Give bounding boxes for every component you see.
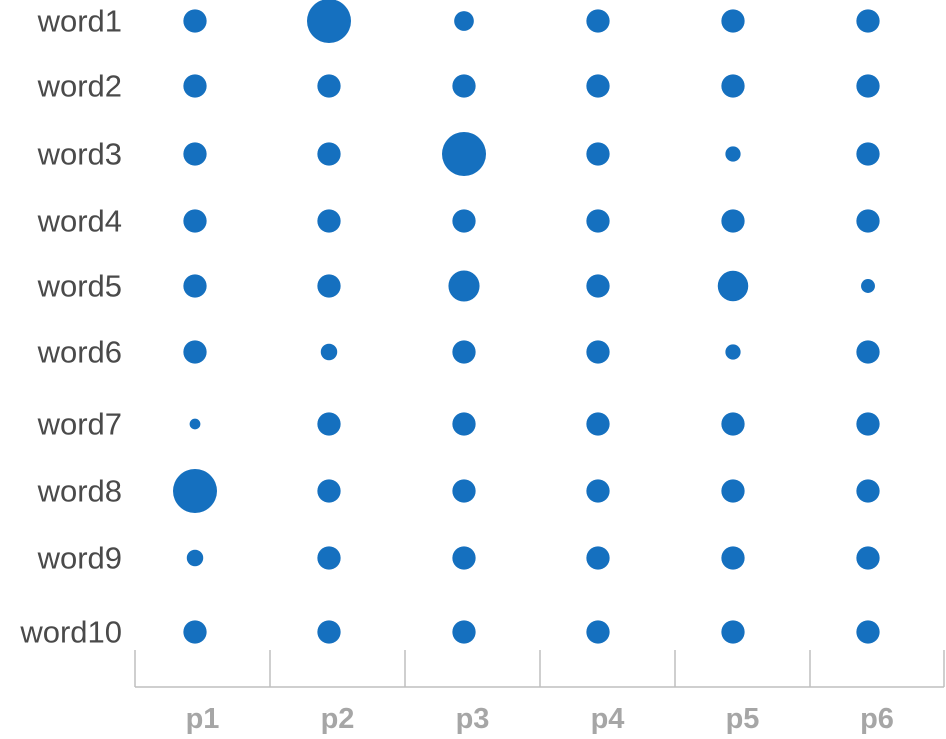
row-label-word9: word9 <box>37 541 122 576</box>
bubble-word4-p2 <box>317 209 341 233</box>
bubble-word10-p4 <box>586 620 610 644</box>
bubble-word2-p5 <box>721 74 745 98</box>
bubble-word3-p5 <box>725 146 741 162</box>
bubble-word7-p1 <box>189 418 201 430</box>
bubble-word7-p4 <box>586 412 610 436</box>
bubble-word9-p2 <box>317 546 341 570</box>
column-label-p4: p4 <box>591 703 625 735</box>
bubble-word5-p3 <box>448 270 480 302</box>
bubble-word2-p3 <box>452 74 476 98</box>
bubble-word1-p1 <box>183 9 207 33</box>
bubble-word10-p2 <box>317 620 341 644</box>
row-labels: word1 word2 word3 word4 word5 word6 word7 word8… <box>19 4 122 650</box>
bubble-word3-p4 <box>586 142 610 166</box>
bubble-word8-p4 <box>586 479 610 503</box>
bubble-word10-p5 <box>721 620 745 644</box>
bubble-word8-p6 <box>856 479 880 503</box>
row-label-word1: word1 <box>37 4 122 39</box>
bubble-word2-p6 <box>856 74 880 98</box>
bubble-word4-p5 <box>721 209 745 233</box>
column-label-p2: p2 <box>321 703 355 735</box>
bubble-word1-p2 <box>307 0 351 43</box>
column-labels: p1 p2 p3 p4 p5 p6 <box>186 703 894 735</box>
column-label-p5: p5 <box>726 703 760 735</box>
bubble-word3-p2 <box>317 142 341 166</box>
bubble-word6-p3 <box>452 340 476 364</box>
bubble-word6-p6 <box>856 340 880 364</box>
bubble-word10-p1 <box>183 620 207 644</box>
bubble-word9-p3 <box>452 546 476 570</box>
bubble-word1-p5 <box>721 9 745 33</box>
bubble-word4-p1 <box>183 209 207 233</box>
bubble-word8-p1 <box>173 469 217 513</box>
bubble-word3-p6 <box>856 142 880 166</box>
column-label-p1: p1 <box>186 703 220 735</box>
bubble-word5-p6 <box>861 279 875 293</box>
row-label-word3: word3 <box>37 137 122 172</box>
bubble-word9-p1 <box>186 549 204 567</box>
row-label-word10: word10 <box>19 615 122 650</box>
column-label-p3: p3 <box>456 703 490 735</box>
bubble-word6-p4 <box>586 340 610 364</box>
row-label-word2: word2 <box>37 69 122 104</box>
bubble-word10-p6 <box>856 620 880 644</box>
bubble-word3-p1 <box>183 142 207 166</box>
bubble-word4-p4 <box>586 209 610 233</box>
row-label-word7: word7 <box>37 407 122 442</box>
bubble-word4-p6 <box>856 209 880 233</box>
row-label-word5: word5 <box>37 269 122 304</box>
bubble-word7-p3 <box>452 412 476 436</box>
column-label-p6: p6 <box>860 703 894 735</box>
bubble-word5-p5 <box>717 270 749 302</box>
bubble-word4-p3 <box>452 209 476 233</box>
bubbles <box>173 0 880 644</box>
row-label-word4: word4 <box>37 204 122 239</box>
bubble-word7-p2 <box>317 412 341 436</box>
row-label-word8: word8 <box>37 474 122 509</box>
bubble-word7-p6 <box>856 412 880 436</box>
bubble-word6-p2 <box>320 343 338 361</box>
bubble-word6-p1 <box>183 340 207 364</box>
bubble-word5-p4 <box>586 274 610 298</box>
bubble-word2-p2 <box>317 74 341 98</box>
bubble-word9-p6 <box>856 546 880 570</box>
bubble-word2-p1 <box>183 74 207 98</box>
bubble-word10-p3 <box>452 620 476 644</box>
bubble-word1-p6 <box>856 9 880 33</box>
bubble-word2-p4 <box>586 74 610 98</box>
bubble-word1-p4 <box>586 9 610 33</box>
bubble-word9-p5 <box>721 546 745 570</box>
bubble-word5-p2 <box>317 274 341 298</box>
bubble-word5-p1 <box>183 274 207 298</box>
bubble-word8-p5 <box>721 479 745 503</box>
bubble-word7-p5 <box>721 412 745 436</box>
bubble-word8-p3 <box>452 479 476 503</box>
bubble-word1-p3 <box>454 11 474 31</box>
bubble-word8-p2 <box>317 479 341 503</box>
bubble-word9-p4 <box>586 546 610 570</box>
x-axis <box>134 650 945 688</box>
bubble-word6-p5 <box>725 344 741 360</box>
row-label-word6: word6 <box>37 335 122 370</box>
bubble-word3-p3 <box>442 132 486 176</box>
